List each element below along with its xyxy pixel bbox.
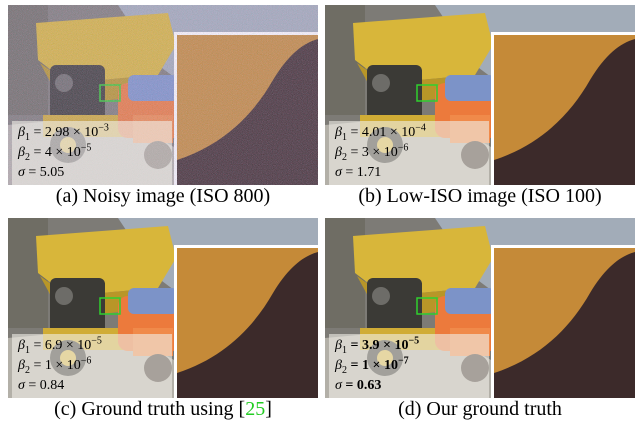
parameter-box: β1 = 3.9 × 10−5 β2 = 1 × 10−7 σ = 0.63	[329, 334, 489, 398]
parameter-box: β1 = 4.01 × 10−4 β2 = 3 × 10−6 σ = 1.71	[329, 121, 489, 185]
parameter-name: β	[18, 145, 25, 160]
parameter-value: = 4.01 × 10	[346, 125, 416, 140]
parameter-name: β	[18, 125, 25, 140]
parameter-subscript: 1	[24, 344, 30, 356]
image-panel: β1 = 2.98 × 10−3 β2 = 4 × 10−5 σ = 5.05	[8, 5, 318, 185]
parameter-name: β	[335, 338, 342, 353]
parameter-value: = 2.98 × 10	[29, 125, 99, 140]
parameter-line: β2 = 4 × 10−5	[18, 143, 172, 163]
parameter-subscript: 1	[24, 131, 30, 143]
parameter-value: = 1 × 10	[346, 358, 398, 373]
parameter-value: = 4 × 10	[29, 145, 81, 160]
parameter-line: β2 = 1 × 10−7	[335, 356, 489, 376]
parameter-exponent: −5	[80, 142, 92, 154]
parameter-name: σ	[18, 378, 25, 393]
caption-text: (c) Ground truth using [	[54, 398, 246, 420]
parameter-line: σ = 0.84	[18, 376, 172, 396]
parameter-name: β	[335, 125, 342, 140]
image-panel: β1 = 4.01 × 10−4 β2 = 3 × 10−6 σ = 1.71	[325, 5, 635, 185]
caption-text: ]	[265, 398, 272, 420]
parameter-subscript: 2	[24, 151, 30, 163]
parameter-line: β1 = 6.9 × 10−5	[18, 336, 172, 356]
parameter-line: β1 = 3.9 × 10−5	[335, 336, 489, 356]
parameter-line: β2 = 3 × 10−6	[335, 143, 489, 163]
parameter-value: = 3.9 × 10	[346, 338, 409, 353]
parameter-line: β1 = 4.01 × 10−4	[335, 123, 489, 143]
parameter-value: = 0.84	[24, 378, 65, 393]
parameter-exponent: −5	[408, 335, 420, 347]
parameter-line: β2 = 1 × 10−6	[18, 356, 172, 376]
parameter-subscript: 1	[341, 131, 347, 143]
image-panel: β1 = 3.9 × 10−5 β2 = 1 × 10−7 σ = 0.63	[325, 218, 635, 398]
parameter-box: β1 = 6.9 × 10−5 β2 = 1 × 10−6 σ = 0.84	[12, 334, 172, 398]
caption-text: (d) Our ground truth	[398, 398, 562, 420]
parameter-exponent: −4	[415, 122, 426, 134]
caption-text: (a) Noisy image (ISO 800)	[55, 185, 271, 207]
parameter-line: β1 = 2.98 × 10−3	[18, 123, 172, 143]
parameter-subscript: 2	[341, 364, 347, 376]
parameter-subscript: 1	[341, 344, 347, 356]
parameter-value: = 3 × 10	[346, 145, 398, 160]
parameter-name: β	[335, 358, 342, 373]
parameter-name: σ	[335, 378, 342, 393]
parameter-name: β	[18, 338, 25, 353]
parameter-box: β1 = 2.98 × 10−3 β2 = 4 × 10−5 σ = 5.05	[12, 121, 172, 185]
citation: 25	[245, 398, 266, 420]
parameter-value: = 1 × 10	[29, 358, 81, 373]
parameter-line: σ = 1.71	[335, 163, 489, 183]
parameter-exponent: −6	[397, 142, 409, 154]
caption: (b) Low-ISO image (ISO 100)	[325, 185, 635, 208]
image-panel: β1 = 6.9 × 10−5 β2 = 1 × 10−6 σ = 0.84	[8, 218, 318, 398]
parameter-exponent: −5	[91, 335, 102, 347]
parameter-value: = 6.9 × 10	[29, 338, 92, 353]
parameter-subscript: 2	[24, 364, 30, 376]
parameter-name: σ	[335, 165, 342, 180]
parameter-exponent: −6	[80, 355, 92, 367]
caption-text: (b) Low-ISO image (ISO 100)	[358, 185, 602, 207]
parameter-exponent: −7	[397, 355, 409, 367]
parameter-subscript: 2	[341, 151, 347, 163]
parameter-value: = 1.71	[341, 165, 382, 180]
parameter-value: = 0.63	[341, 378, 382, 393]
caption: (c) Ground truth using [25]	[8, 398, 318, 421]
parameter-name: β	[335, 145, 342, 160]
parameter-line: σ = 5.05	[18, 163, 172, 183]
parameter-name: β	[18, 358, 25, 373]
parameter-exponent: −3	[98, 122, 109, 134]
parameter-name: σ	[18, 165, 25, 180]
parameter-line: σ = 0.63	[335, 376, 489, 396]
caption: (a) Noisy image (ISO 800)	[8, 185, 318, 208]
parameter-value: = 5.05	[24, 165, 65, 180]
caption: (d) Our ground truth	[325, 398, 635, 421]
